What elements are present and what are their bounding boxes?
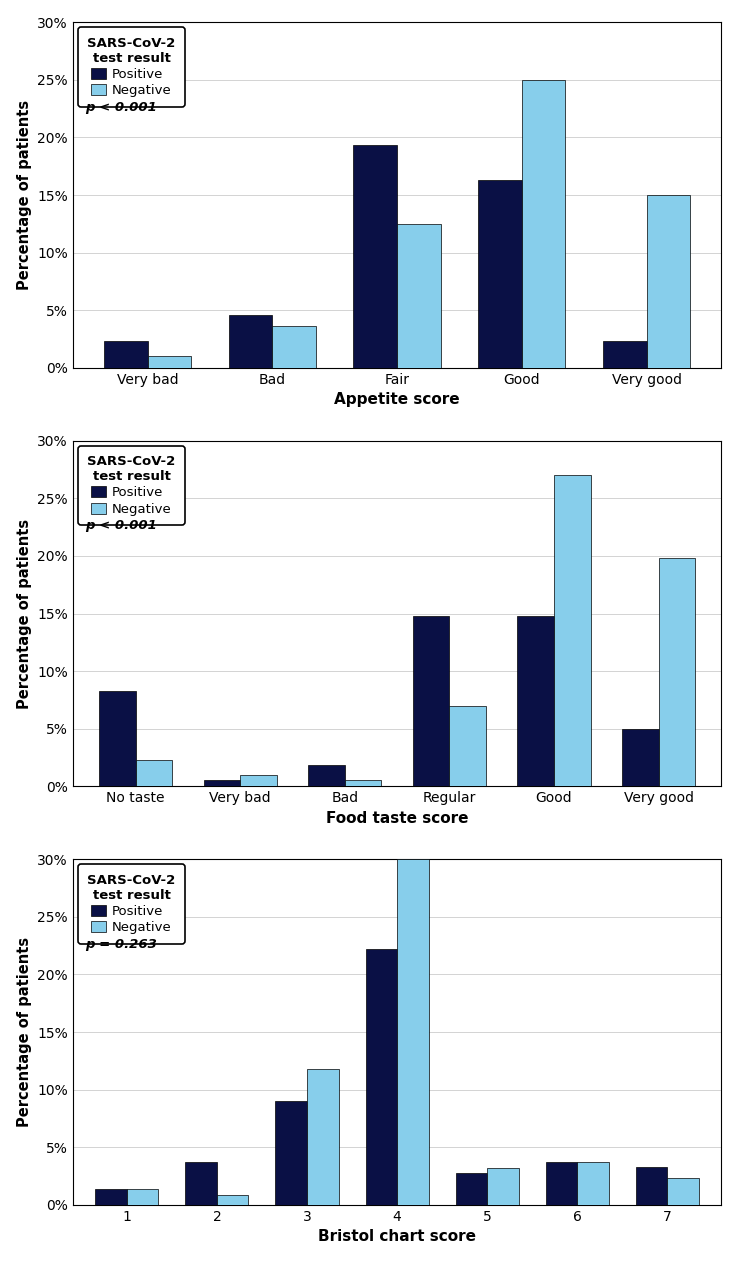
Bar	[646, 195, 690, 368]
Bar	[522, 79, 565, 368]
Bar	[487, 1168, 519, 1206]
Bar	[635, 1166, 667, 1206]
Bar	[667, 1179, 699, 1206]
Bar	[136, 760, 172, 787]
Bar	[365, 950, 397, 1206]
Legend: Positive, Negative: Positive, Negative	[78, 446, 184, 525]
Bar	[455, 1173, 487, 1206]
Legend: Positive, Negative: Positive, Negative	[78, 864, 184, 943]
Bar	[217, 1194, 249, 1206]
Text: p < 0.001: p < 0.001	[86, 520, 157, 532]
Bar	[240, 776, 277, 787]
Bar	[307, 1069, 339, 1206]
Bar	[449, 706, 486, 787]
Bar	[229, 315, 272, 368]
Bar	[272, 327, 316, 368]
Bar	[204, 779, 240, 787]
Y-axis label: Percentage of patients: Percentage of patients	[17, 100, 32, 290]
Bar	[148, 357, 191, 368]
Text: p = 0.263: p = 0.263	[86, 938, 157, 951]
Bar	[185, 1163, 217, 1206]
Bar	[95, 1189, 127, 1206]
Bar	[603, 342, 646, 368]
Bar	[104, 342, 148, 368]
Bar	[354, 145, 397, 368]
Bar	[345, 779, 382, 787]
Text: p < 0.001: p < 0.001	[86, 101, 157, 113]
Bar	[517, 615, 554, 787]
Y-axis label: Percentage of patients: Percentage of patients	[17, 937, 32, 1127]
Bar	[397, 859, 429, 1206]
Bar	[577, 1163, 609, 1206]
Bar	[622, 729, 658, 787]
Bar	[308, 764, 345, 787]
Legend: Positive, Negative: Positive, Negative	[78, 28, 184, 107]
Bar	[413, 615, 449, 787]
Bar	[127, 1189, 159, 1206]
X-axis label: Bristol chart score: Bristol chart score	[318, 1229, 476, 1245]
Bar	[99, 691, 136, 787]
Bar	[554, 475, 590, 787]
Bar	[397, 224, 441, 368]
Bar	[658, 559, 695, 787]
Bar	[275, 1101, 307, 1206]
Bar	[478, 180, 522, 368]
Y-axis label: Percentage of patients: Percentage of patients	[17, 518, 32, 709]
X-axis label: Appetite score: Appetite score	[334, 392, 460, 407]
X-axis label: Food taste score: Food taste score	[326, 811, 469, 826]
Bar	[545, 1163, 577, 1206]
